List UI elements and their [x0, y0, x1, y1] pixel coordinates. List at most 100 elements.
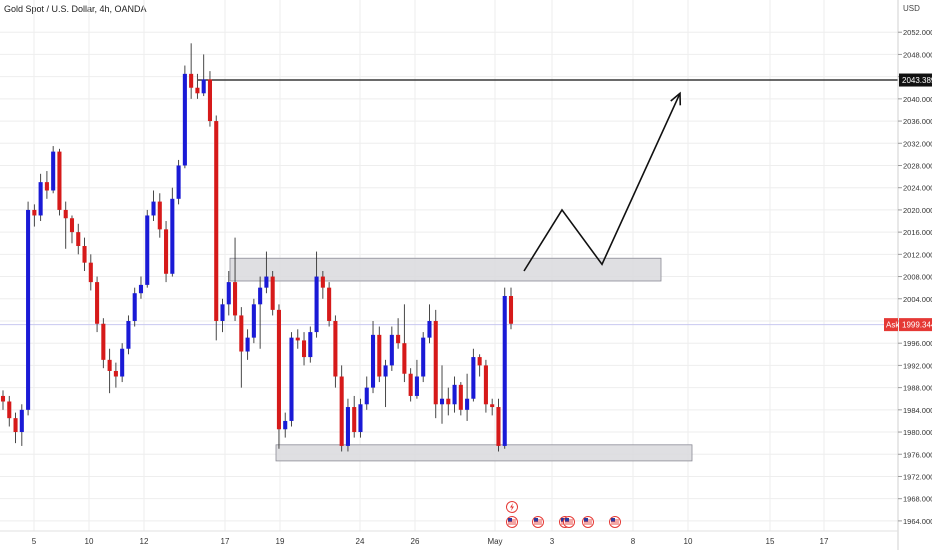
- candle[interactable]: [132, 287, 137, 327]
- us-flag-icon[interactable]: [532, 516, 544, 528]
- us-flag-icon[interactable]: [582, 516, 594, 528]
- candle[interactable]: [452, 376, 457, 413]
- candle[interactable]: [76, 223, 81, 255]
- candle[interactable]: [446, 387, 451, 416]
- candle[interactable]: [233, 237, 238, 321]
- candle[interactable]: [157, 193, 162, 238]
- candle[interactable]: [508, 287, 514, 330]
- drawing-layer[interactable]: [523, 91, 682, 272]
- candle[interactable]: [339, 365, 344, 452]
- candle[interactable]: [220, 298, 225, 333]
- candle[interactable]: [38, 173, 43, 222]
- candle[interactable]: [164, 221, 169, 283]
- supply-zone[interactable]: [229, 257, 662, 282]
- candle[interactable]: [433, 309, 438, 419]
- candle[interactable]: [427, 304, 432, 344]
- candle[interactable]: [264, 251, 269, 294]
- candle[interactable]: [345, 398, 350, 452]
- candle[interactable]: [251, 298, 256, 344]
- candle[interactable]: [44, 171, 49, 199]
- events-layer[interactable]: [506, 501, 621, 528]
- candle[interactable]: [226, 271, 231, 316]
- candle[interactable]: [101, 318, 106, 369]
- candle[interactable]: [352, 395, 357, 438]
- candle[interactable]: [402, 304, 407, 383]
- candle[interactable]: [477, 354, 482, 377]
- us-flag-icon[interactable]: [609, 516, 621, 528]
- candle[interactable]: [333, 315, 338, 388]
- candle[interactable]: [88, 254, 93, 291]
- y-tick-label: 2016.000: [903, 228, 932, 237]
- candle[interactable]: [201, 54, 206, 97]
- candle[interactable]: [276, 304, 281, 449]
- candle[interactable]: [95, 276, 100, 333]
- candle[interactable]: [414, 359, 419, 399]
- candle[interactable]: [145, 209, 150, 288]
- projection-path[interactable]: [523, 92, 681, 272]
- candle-body: [82, 246, 87, 263]
- candle[interactable]: [270, 271, 275, 316]
- lightning-icon[interactable]: [506, 501, 518, 513]
- candle[interactable]: [245, 329, 250, 360]
- candle[interactable]: [120, 343, 125, 383]
- candle[interactable]: [396, 318, 401, 349]
- candle[interactable]: [214, 115, 219, 341]
- candle[interactable]: [26, 201, 31, 416]
- candle[interactable]: [471, 348, 476, 402]
- candle[interactable]: [176, 159, 181, 205]
- candle[interactable]: [82, 237, 87, 271]
- candle[interactable]: [502, 287, 507, 449]
- candle[interactable]: [383, 359, 388, 408]
- candle[interactable]: [308, 326, 313, 363]
- us-flag-icon[interactable]: [563, 516, 575, 528]
- candle[interactable]: [13, 412, 18, 444]
- candle[interactable]: [170, 187, 175, 277]
- candle[interactable]: [69, 215, 75, 244]
- candle[interactable]: [113, 362, 118, 388]
- candle[interactable]: [314, 251, 319, 338]
- candle[interactable]: [283, 412, 288, 438]
- candle[interactable]: [289, 332, 294, 427]
- us-flag-icon[interactable]: [506, 516, 518, 528]
- candle[interactable]: [327, 282, 332, 327]
- candle[interactable]: [421, 332, 426, 383]
- candle[interactable]: [51, 146, 56, 194]
- candle[interactable]: [32, 204, 37, 227]
- candle[interactable]: [483, 359, 488, 413]
- candle[interactable]: [126, 315, 131, 355]
- candle[interactable]: [364, 376, 369, 410]
- candle[interactable]: [189, 43, 194, 99]
- candle[interactable]: [258, 276, 263, 349]
- candle[interactable]: [458, 382, 463, 416]
- candle[interactable]: [295, 329, 300, 349]
- candle[interactable]: [207, 71, 213, 127]
- candle[interactable]: [239, 307, 244, 388]
- demand-zone[interactable]: [275, 444, 693, 462]
- candle[interactable]: [195, 73, 200, 99]
- candle[interactable]: [377, 326, 382, 383]
- candle[interactable]: [320, 271, 325, 299]
- candle[interactable]: [107, 348, 112, 394]
- candle[interactable]: [63, 201, 68, 249]
- price-axis-currency[interactable]: USD: [903, 4, 920, 13]
- time-axis[interactable]: 5 10 12 17 19 24 26 May 3 8 10 15 17: [0, 530, 898, 546]
- candle[interactable]: [389, 326, 394, 371]
- candle[interactable]: [301, 332, 307, 366]
- candle[interactable]: [358, 398, 363, 438]
- candle[interactable]: [138, 276, 144, 299]
- candle[interactable]: [57, 148, 62, 216]
- candle[interactable]: [370, 320, 376, 394]
- candles-layer[interactable]: [0, 43, 514, 452]
- candle[interactable]: [0, 390, 6, 410]
- candle[interactable]: [182, 65, 187, 169]
- candle[interactable]: [19, 404, 24, 446]
- candle[interactable]: [439, 365, 445, 424]
- candle[interactable]: [408, 368, 413, 402]
- candle[interactable]: [465, 373, 470, 421]
- candle[interactable]: [496, 398, 501, 452]
- candle[interactable]: [7, 395, 12, 427]
- candle[interactable]: [151, 190, 156, 222]
- candle[interactable]: [490, 398, 495, 416]
- y-tick-label: 1972.000: [903, 472, 932, 481]
